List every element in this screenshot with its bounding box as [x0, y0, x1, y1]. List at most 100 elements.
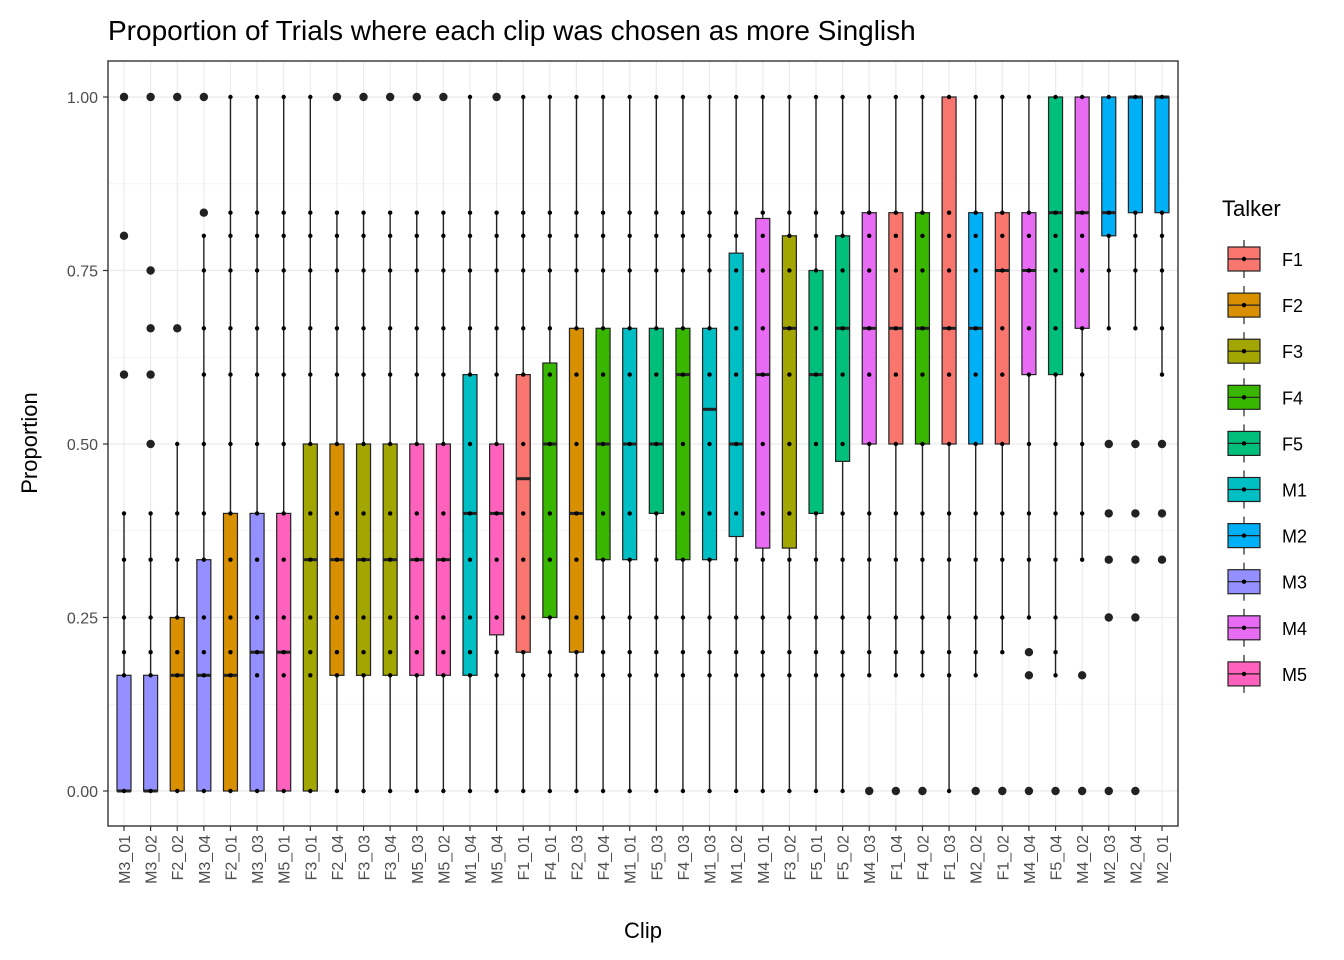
data-point [334, 233, 340, 238]
data-point [175, 557, 180, 562]
data-point [973, 650, 978, 655]
data-point [121, 615, 127, 620]
x-tick-label: M5_04 [490, 835, 507, 884]
legend-item-M2: M2 [1227, 516, 1307, 555]
data-point [946, 557, 952, 562]
box-F5_02 [835, 94, 851, 794]
data-point [387, 788, 393, 794]
data-point [893, 94, 899, 100]
legend-item-M3: M3 [1227, 562, 1307, 601]
data-point [840, 372, 845, 377]
data-point [920, 650, 925, 655]
data-point [175, 511, 180, 516]
data-point [680, 326, 686, 331]
data-point [733, 511, 739, 516]
data-point [414, 210, 419, 215]
data-point [441, 673, 446, 678]
box-M5_03 [409, 92, 425, 794]
box-M4_02 [1074, 94, 1090, 796]
data-point [787, 94, 792, 100]
data-point [1053, 372, 1058, 377]
data-point [521, 511, 526, 516]
x-tick-label: M3_02 [144, 835, 161, 884]
x-tick-label: M4_03 [862, 835, 879, 884]
data-point [946, 788, 952, 794]
data-point [308, 94, 313, 100]
data-point [1000, 557, 1005, 562]
data-point [600, 268, 606, 273]
data-point [680, 441, 686, 447]
data-point [1026, 511, 1032, 516]
box-F2_04 [329, 92, 345, 794]
data-point [787, 557, 792, 562]
data-point [893, 615, 899, 620]
data-point [547, 650, 553, 655]
data-point [946, 233, 952, 238]
data-point [893, 233, 899, 238]
box-body [808, 269, 824, 514]
data-point [627, 673, 632, 678]
data-point [787, 615, 792, 620]
data-point [627, 441, 632, 447]
x-tick-label: M2_02 [969, 835, 986, 884]
data-point [414, 557, 419, 562]
data-point [707, 673, 712, 678]
x-tick-label: M2_01 [1155, 835, 1172, 884]
data-point [201, 557, 207, 562]
box-F1_03 [941, 94, 957, 794]
outlier-point [146, 92, 155, 102]
data-point [414, 511, 419, 516]
data-point [733, 372, 739, 377]
data-point [733, 268, 739, 273]
data-point [281, 650, 286, 655]
outlier-point [146, 324, 155, 333]
data-point [201, 788, 207, 794]
data-point [600, 557, 606, 562]
data-point [627, 233, 632, 238]
data-point [521, 94, 526, 100]
data-point [733, 615, 739, 620]
legend-label: F2 [1282, 296, 1303, 316]
x-tick-label: M3_01 [117, 835, 134, 884]
data-point [308, 326, 313, 331]
data-point [600, 233, 606, 238]
data-point [254, 233, 260, 238]
outlier-point [1077, 786, 1087, 796]
x-tick-label: F5_01 [809, 835, 826, 880]
data-point [680, 511, 686, 516]
data-point [574, 441, 579, 447]
outlier-point [412, 92, 421, 102]
data-point [414, 788, 419, 794]
data-point [441, 557, 446, 562]
data-point [707, 210, 712, 215]
data-point [707, 557, 712, 562]
x-tick-label: M4_01 [756, 835, 773, 884]
data-point [1133, 233, 1138, 238]
outlier-point [146, 370, 155, 379]
data-point [521, 268, 526, 273]
outlier-point [385, 92, 395, 102]
data-point [1133, 326, 1138, 331]
data-point [813, 673, 819, 678]
data-point [467, 557, 473, 562]
data-point [867, 233, 872, 238]
outlier-point [492, 92, 501, 102]
data-point [254, 441, 260, 447]
data-point [733, 788, 739, 794]
x-tick-label: F5_03 [649, 835, 666, 880]
data-point [1000, 615, 1005, 620]
data-point [1053, 673, 1058, 678]
x-tick-label: F3_01 [303, 835, 320, 880]
data-point [361, 268, 366, 273]
x-tick-label: M3_04 [197, 835, 214, 884]
data-point [281, 326, 286, 331]
data-point [254, 557, 260, 562]
data-point [387, 326, 393, 331]
data-point [441, 615, 446, 620]
data-point [201, 233, 207, 238]
data-point [228, 233, 233, 238]
data-point [1026, 615, 1032, 620]
data-point [840, 511, 845, 516]
data-point [867, 650, 872, 655]
box-M2_04 [1127, 94, 1143, 796]
